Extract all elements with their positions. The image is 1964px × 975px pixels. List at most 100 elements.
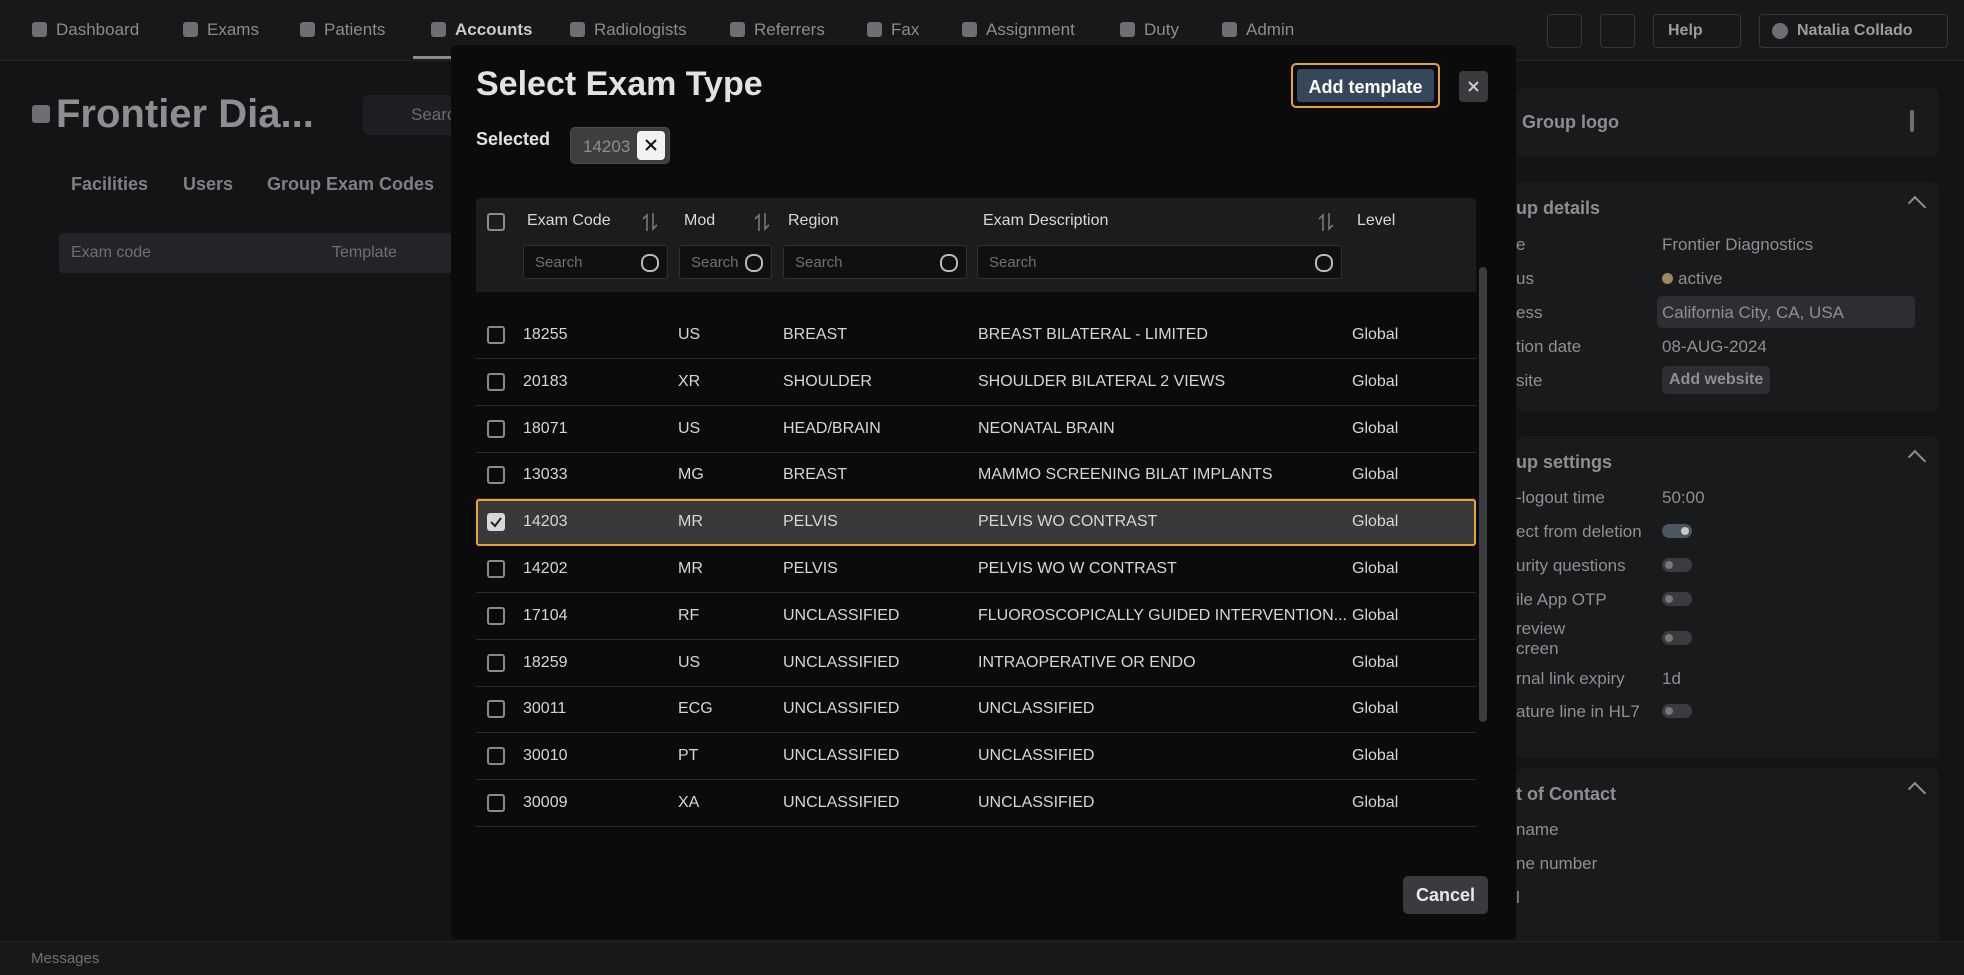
exam-row[interactable]: 18071 US HEAD/BRAIN NEONATAL BRAIN Global [476, 406, 1476, 453]
notifications-button[interactable] [1600, 14, 1635, 48]
exam-cell: 18071 [523, 419, 568, 437]
collapse-toggle[interactable] [1907, 781, 1927, 801]
column-search[interactable]: Search [977, 245, 1342, 279]
nav-item[interactable]: Exams [207, 20, 259, 39]
nav-item[interactable]: Fax [891, 20, 920, 39]
exam-cell: Global [1352, 606, 1399, 624]
column-search[interactable]: Search [783, 245, 967, 279]
sort-button[interactable] [642, 211, 658, 233]
collapse-toggle[interactable] [1907, 449, 1927, 469]
row-checkbox[interactable] [487, 700, 505, 719]
setting-value: 1d [1662, 669, 1681, 688]
nav-item[interactable]: Assignment [986, 20, 1075, 39]
sort-button[interactable] [1318, 211, 1334, 233]
nav-item[interactable]: Patients [324, 20, 386, 39]
exam-cell: Global [1352, 466, 1399, 484]
exam-cell: Global [1352, 513, 1399, 531]
back-button[interactable] [32, 105, 50, 123]
column-search[interactable]: Search [523, 245, 668, 279]
row-checkbox[interactable] [487, 794, 505, 812]
setting-label: -logout time [1516, 488, 1605, 507]
exam-cell: SHOULDER [783, 372, 872, 390]
column-search[interactable]: Search [679, 245, 772, 279]
exam-cell: MAMMO SCREENING BILAT IMPLANTS [978, 466, 1273, 484]
exam-cell: INTRAOPERATIVE OR ENDO [978, 653, 1196, 671]
nav-item[interactable]: Duty [1144, 20, 1179, 39]
help-menu[interactable]: Help [1653, 14, 1741, 48]
detail-value: California City, CA, USA [1662, 303, 1845, 322]
exam-row[interactable]: 13033 MG BREAST MAMMO SCREENING BILAT IMPLA… [476, 452, 1476, 500]
nav-item[interactable]: Referrers [754, 20, 825, 39]
exam-row[interactable]: 20183 XR SHOULDER SHOULDER BILATERAL 2 VIEW… [476, 359, 1476, 406]
exam-cell: Global [1352, 700, 1399, 718]
footer-bar: Messages [0, 941, 1964, 975]
row-checkbox[interactable] [487, 747, 505, 766]
nav-item[interactable]: Dashboard [56, 20, 140, 39]
exam-row[interactable]: 30009 XA UNCLASSIFIED UNCLASSIFIED Global [476, 780, 1476, 827]
address-select[interactable]: California City, CA, USA [1657, 296, 1915, 328]
exam-row[interactable]: 14203 MR PELVIS PELVIS WO CONTRAST Global [476, 499, 1476, 547]
page-tab[interactable]: Group Exam Codes [267, 174, 435, 194]
exam-cell: Global [1352, 326, 1399, 343]
setting-toggle[interactable] [1662, 524, 1692, 538]
chip-remove[interactable] [637, 131, 665, 160]
row-checkbox[interactable] [487, 419, 505, 438]
page-search[interactable]: Search [363, 95, 463, 135]
add-template-button[interactable]: Add template [1291, 63, 1440, 108]
setting-value: 50:00 [1662, 488, 1705, 507]
user-menu[interactable]: Natalia Collado [1759, 14, 1948, 48]
add-website-button[interactable]: Add website [1662, 366, 1771, 394]
exam-row[interactable]: 18255 US BREAST BREAST BILATERAL - LIMITED G… [476, 312, 1476, 359]
exam-row[interactable]: 17104 RF UNCLASSIFIED FLUOROSCOPICALLY GUID… [476, 593, 1476, 640]
add-template-inner: Add template [1297, 69, 1434, 102]
exam-cell: Global [1352, 560, 1399, 577]
exam-cell: ECG [678, 700, 713, 718]
exam-cell: 13033 [523, 466, 568, 484]
exam-cell: US [678, 326, 701, 343]
setting-toggle[interactable] [1662, 558, 1692, 572]
messages[interactable]: Messages [31, 950, 100, 967]
page-tab[interactable]: Facilities [71, 174, 149, 194]
contact-label: ne number [1516, 854, 1598, 873]
collapse-toggle[interactable] [1907, 195, 1927, 215]
exam-cell: UNCLASSIFIED [978, 700, 1095, 718]
row-checkbox[interactable] [487, 653, 505, 672]
page-tab[interactable]: Users [183, 174, 234, 194]
search-icon [1315, 254, 1333, 272]
row-checkbox[interactable] [487, 606, 505, 625]
sort-icon [642, 213, 658, 231]
row-checkbox[interactable] [487, 372, 505, 391]
nav-item[interactable]: Accounts [455, 20, 533, 39]
search-placeholder: Search [535, 254, 583, 271]
setting-label: ature line in HL7 [1516, 702, 1640, 721]
exam-row[interactable]: 30011 ECG UNCLASSIFIED UNCLASSIFIED Global [476, 686, 1476, 734]
setting-toggle[interactable] [1662, 704, 1692, 718]
more-menu[interactable] [1910, 110, 1914, 132]
user-icon [1772, 23, 1788, 39]
row-checkbox[interactable] [487, 560, 505, 578]
exam-row[interactable]: 18259 US UNCLASSIFIED INTRAOPERATIVE OR END… [476, 640, 1476, 687]
exam-row[interactable]: 30010 PT UNCLASSIFIED UNCLASSIFIED Global [476, 733, 1476, 781]
setting-label: review [1516, 619, 1566, 638]
codes-column: Template [332, 244, 397, 261]
sort-button[interactable] [754, 211, 770, 233]
nav-item[interactable]: Radiologists [594, 20, 687, 39]
close-button[interactable] [1459, 71, 1488, 102]
nav-item[interactable]: Admin [1246, 20, 1295, 39]
detail-value: Frontier Diagnostics [1662, 235, 1814, 254]
row-checkbox[interactable] [487, 326, 505, 344]
exam-row[interactable]: 14202 MR PELVIS PELVIS WO W CONTRAST Global [476, 546, 1476, 593]
search-button[interactable] [1547, 14, 1582, 48]
codes-header [59, 233, 476, 273]
account-title: Frontier Dia... [56, 92, 314, 136]
setting-toggle[interactable] [1662, 592, 1692, 606]
exam-cell: XR [678, 372, 701, 390]
row-checkbox[interactable] [487, 466, 505, 485]
detail-value: active [1678, 269, 1723, 288]
row-checkbox[interactable] [487, 513, 505, 532]
nav-icon [431, 22, 446, 37]
setting-toggle[interactable] [1662, 631, 1692, 645]
cancel-button[interactable]: Cancel [1403, 876, 1488, 914]
search-placeholder: Search [795, 254, 843, 271]
head-checkbox[interactable] [487, 213, 505, 231]
